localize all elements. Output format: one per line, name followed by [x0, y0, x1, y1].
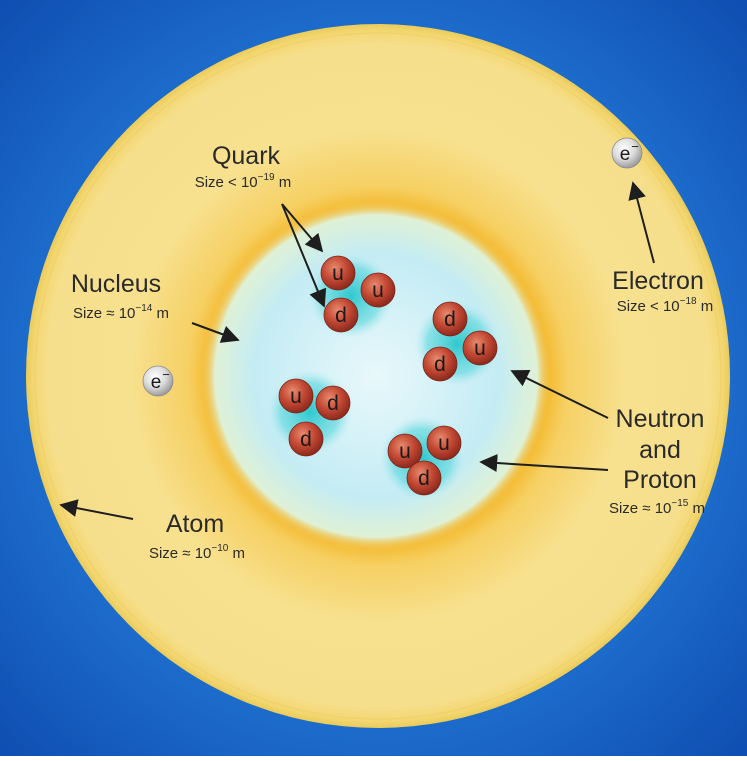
quark-up-7: u [278, 378, 314, 414]
neutron-proton-line2: and [639, 436, 681, 464]
quark-title: Quark [211, 142, 281, 170]
quark-label: u [372, 279, 384, 302]
quark-down-3: d [323, 297, 359, 333]
neutron-proton-size-unit: m [688, 500, 706, 517]
electron-size: Size < 10−18 m [590, 296, 740, 315]
electron-1: e − [611, 137, 643, 169]
quark-label: d [418, 467, 430, 490]
quark-up-2: u [360, 272, 396, 308]
arrows [59, 181, 655, 520]
quark-size-unit: m [274, 174, 292, 191]
electron-charge: − [631, 139, 639, 154]
quark-up-11: u [426, 425, 462, 461]
arrow-atom [59, 499, 134, 520]
neutron-proton-line3: Proton [623, 466, 697, 494]
quark-label: d [327, 392, 339, 415]
electron-size-exp: −18 [679, 296, 697, 307]
arrow-electron [628, 181, 655, 264]
quark-label: d [300, 428, 312, 451]
quark-down-12: d [406, 460, 442, 496]
quark-label: u [438, 432, 450, 455]
atom-size: Size ≈ 10−10 m [122, 543, 272, 562]
electrons: e −e − [142, 137, 643, 397]
quark-down-6: d [422, 346, 458, 382]
nucleus-sphere [201, 201, 551, 551]
electron-2: e − [142, 365, 174, 397]
quark-size: Size < 10−19 m [168, 172, 318, 191]
electron-size-prefix: Size < 10 [616, 298, 680, 315]
atom-title: Atom [165, 510, 225, 538]
quark-label: u [332, 262, 344, 285]
nucleus-size-prefix: Size ≈ 10 [72, 305, 136, 322]
arrow-quark-1 [281, 203, 324, 253]
quark-label: d [434, 353, 446, 376]
nucleus-title: Nucleus [70, 270, 162, 298]
atom-outline [34, 32, 722, 720]
electron-title: Electron [612, 267, 704, 295]
neutron-proton-size-exp: −15 [671, 498, 689, 509]
electron-label: e [151, 372, 162, 393]
nucleus-size-exp: −14 [135, 303, 153, 314]
atom-size-prefix: Size ≈ 10 [148, 545, 212, 562]
arrow-neutron-2 [479, 454, 609, 473]
electron-size-unit: m [696, 298, 714, 315]
quark-down-4: d [432, 301, 468, 337]
electron-label: e [620, 144, 631, 165]
quark-size-prefix: Size < 10 [194, 174, 258, 191]
quark-label: u [290, 385, 302, 408]
quark-label: d [444, 308, 456, 331]
arrow-nucleus [191, 322, 240, 343]
quark-label: d [335, 304, 347, 327]
arrow-quark-2 [281, 203, 327, 308]
quark-down-9: d [288, 421, 324, 457]
neutron-proton-line1: Neutron [615, 405, 705, 433]
quark-up-5: u [462, 330, 498, 366]
quark-up-1: u [320, 255, 356, 291]
atom-size-exp: −10 [211, 543, 229, 554]
neutron-proton-size-prefix: Size ≈ 10 [608, 500, 672, 517]
quark-up-10: u [387, 433, 423, 469]
quark-size-exp: −19 [257, 172, 275, 183]
neutron-proton-size: Size ≈ 10−15 m [582, 498, 732, 517]
arrow-neutron-1 [510, 370, 609, 419]
nucleus-size-unit: m [152, 305, 170, 322]
atom-size-unit: m [228, 545, 246, 562]
electron-charge: − [162, 367, 170, 382]
quark-down-8: d [315, 385, 351, 421]
quark-label: u [399, 440, 411, 463]
nucleus-size: Size ≈ 10−14 m [46, 303, 196, 322]
quark-label: u [474, 337, 486, 360]
